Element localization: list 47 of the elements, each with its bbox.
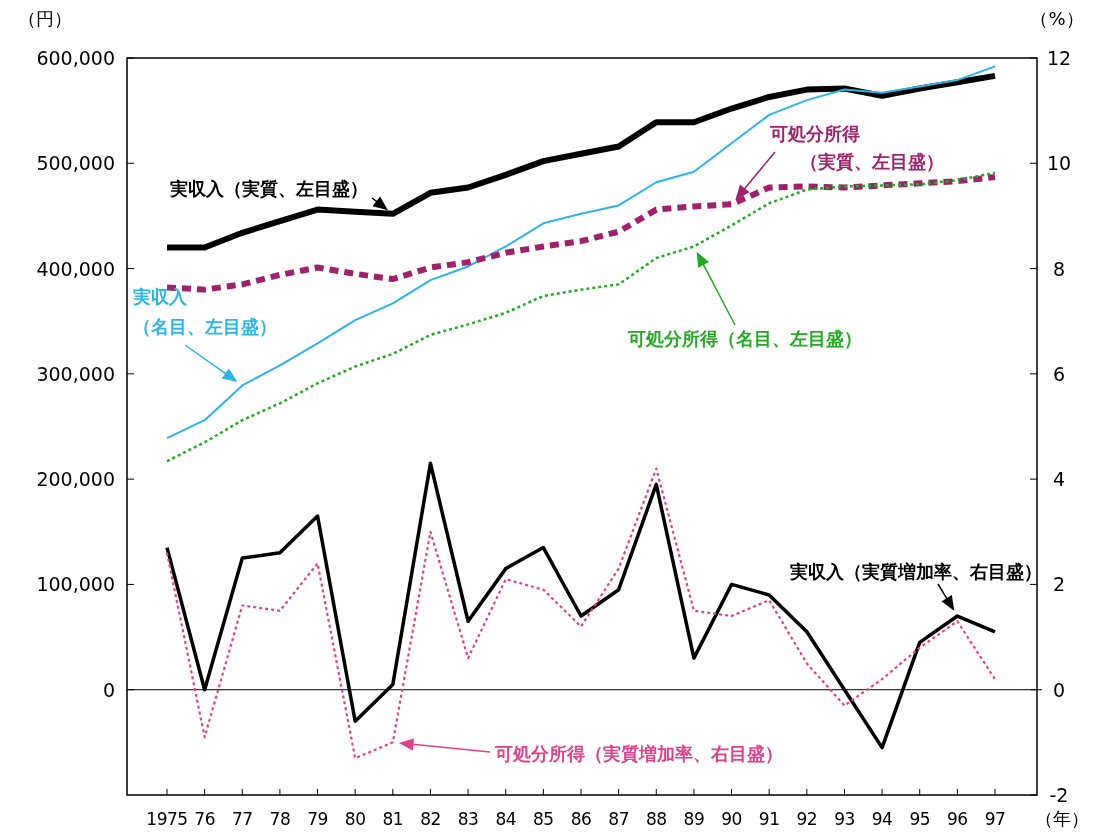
x-tick-label: 90 [721,809,742,829]
y2-tick-label: 6 [1052,362,1066,385]
y-tick-label: 100,000 [36,573,115,596]
x-tick-label: 78 [269,809,291,829]
x-tick-label: 80 [344,809,366,829]
y2-tick-label: 2 [1052,573,1066,596]
y2-tick-label: 10 [1046,152,1072,175]
series-label: 実収入（実質増加率、右目盛） [789,561,1042,582]
x-tick-label: 82 [420,809,441,829]
y2-axis-title: （%） [1030,8,1084,29]
y2-tick-label: 12 [1046,47,1072,69]
y-tick-label: 0 [102,678,115,701]
x-tick-label: 93 [834,809,855,829]
x-tick-label: 83 [457,809,479,829]
y2-tick-label: -2 [1049,784,1069,806]
x-tick-label: 96 [947,809,968,829]
x-tick-label: 79 [307,809,328,829]
y-tick-label: 400,000 [36,257,115,280]
x-tick-label: 77 [231,809,253,829]
y-tick-label: 600,000 [36,47,115,69]
x-axis-title: （年） [1035,808,1089,829]
y-tick-label: 200,000 [36,468,115,491]
x-tick-label: 94 [871,809,893,829]
y-axis-title: （円） [18,8,72,29]
series-label: 可処分所得（実質、左目盛） [769,123,944,172]
x-tick-label: 92 [796,809,818,829]
x-tick-label: 86 [570,809,592,829]
x-tick-label: 81 [382,809,404,829]
x-tick-label: 88 [645,809,667,829]
x-tick-label: 89 [683,809,705,829]
y-tick-label: 500,000 [36,152,115,175]
series-label: 実収入（実質、左目盛） [169,178,368,199]
text: 可処分所得（名目、左目盛） [627,328,862,349]
x-tick-label: 91 [758,809,780,829]
x-tick-label: 1975 [146,809,188,829]
y2-tick-label: 8 [1052,257,1066,280]
x-tick-label: 84 [495,809,517,829]
x-tick-label: 97 [984,809,1006,829]
x-tick-label: 87 [608,809,629,829]
series-label: 実収入（名目、左目盛） [132,286,277,337]
y-tick-label: 300,000 [36,362,115,385]
x-tick-label: 76 [194,809,215,829]
x-tick-label: 85 [533,809,554,829]
legend-label: 可処分所得（実質増加率、右目盛） [494,743,783,764]
y2-tick-label: 0 [1052,678,1066,701]
x-tick-label: 95 [909,809,931,829]
y2-tick-label: 4 [1052,468,1066,491]
